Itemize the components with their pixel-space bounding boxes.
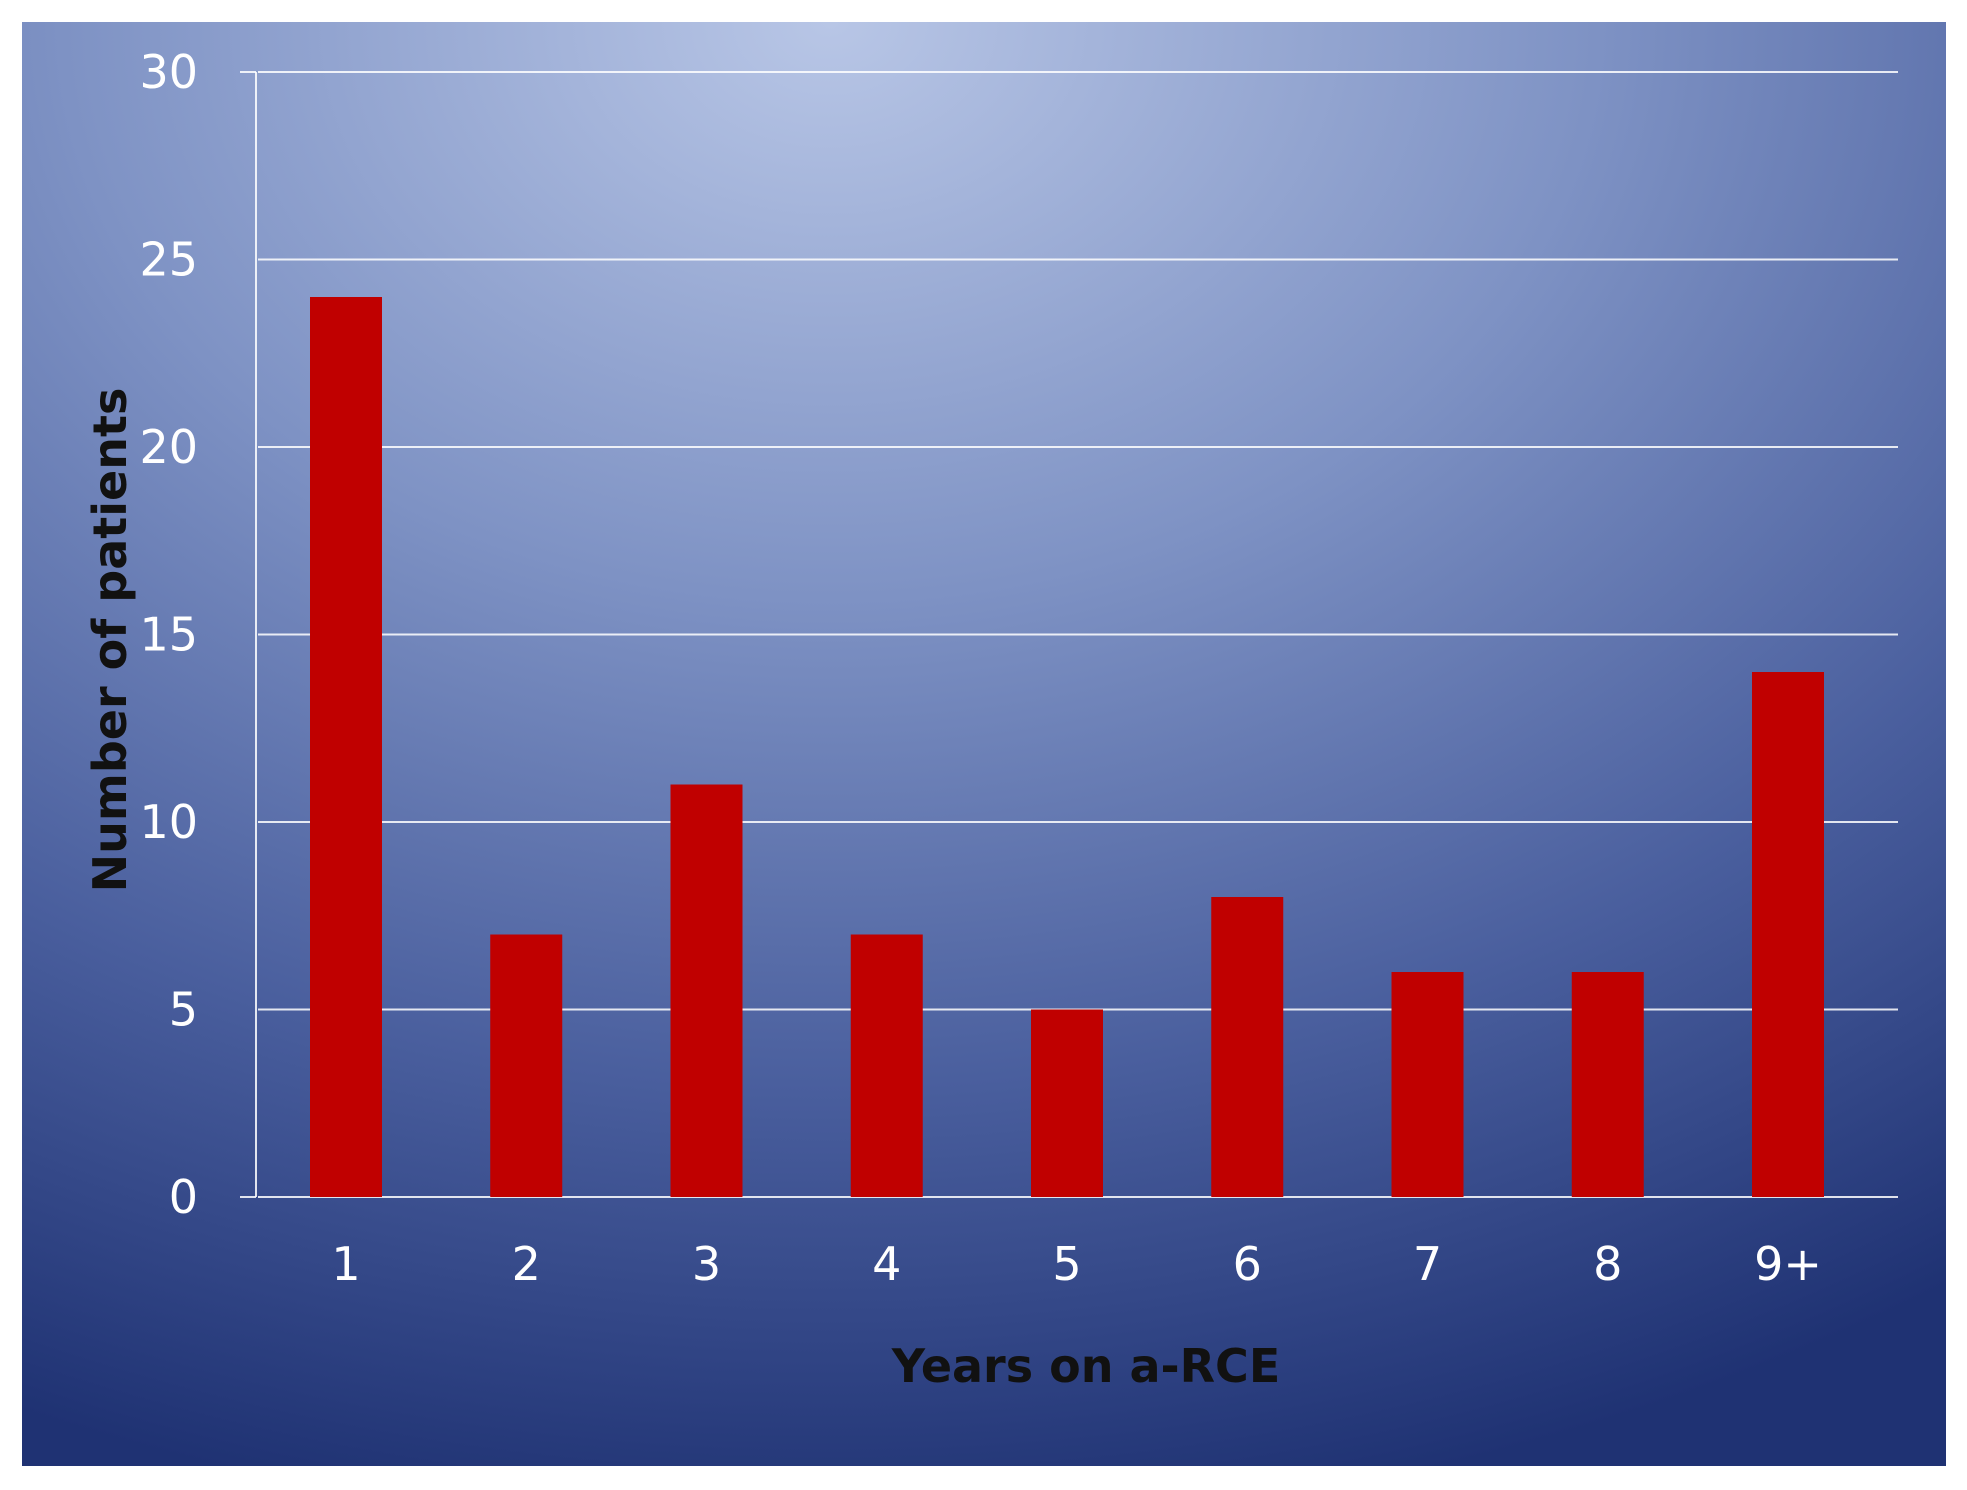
bar-8	[1571, 972, 1644, 1197]
y-tick-label: 5	[169, 983, 198, 1037]
x-tick-label: 3	[692, 1237, 721, 1291]
bar-1	[310, 297, 382, 1197]
x-tick-label: 2	[512, 1237, 541, 1291]
x-tick-label: 5	[1052, 1237, 1081, 1291]
bar-2	[490, 934, 563, 1197]
x-tick-label: 7	[1413, 1237, 1442, 1291]
bar-9plus	[1752, 672, 1824, 1197]
bar-6	[1211, 897, 1284, 1197]
bar-3	[670, 784, 743, 1197]
chart-area: 0 5 10 15 20 25 30 1 2 3 4 5 6 7 8 9+ Years on a-RCE N…	[22, 22, 1946, 1466]
x-tick-labels: 1 2 3 4 5 6 7 8 9+	[331, 1237, 1822, 1291]
x-tick-label: 9+	[1754, 1237, 1822, 1291]
y-tick-label: 0	[169, 1170, 198, 1224]
x-tick-label: 1	[331, 1237, 360, 1291]
y-tick-label: 25	[139, 233, 198, 287]
axes	[240, 71, 257, 1198]
y-tick-label: 30	[139, 45, 198, 99]
y-tick-label: 20	[139, 420, 198, 474]
y-tick-label: 15	[139, 608, 198, 662]
bar-7	[1391, 972, 1464, 1197]
bars	[310, 297, 1824, 1197]
y-axis-title: Number of patients	[83, 388, 137, 893]
bar-4	[850, 934, 923, 1197]
bar-chart: 0 5 10 15 20 25 30 1 2 3 4 5 6 7 8 9+ Years on a-RCE N…	[22, 22, 1946, 1466]
x-tick-label: 4	[872, 1237, 901, 1291]
bar-5	[1031, 1009, 1103, 1197]
x-tick-label: 6	[1233, 1237, 1262, 1291]
y-tick-labels: 0 5 10 15 20 25 30	[139, 45, 198, 1224]
x-axis-title: Years on a-RCE	[891, 1339, 1281, 1393]
y-tick-label: 10	[139, 795, 198, 849]
x-tick-label: 8	[1593, 1237, 1622, 1291]
